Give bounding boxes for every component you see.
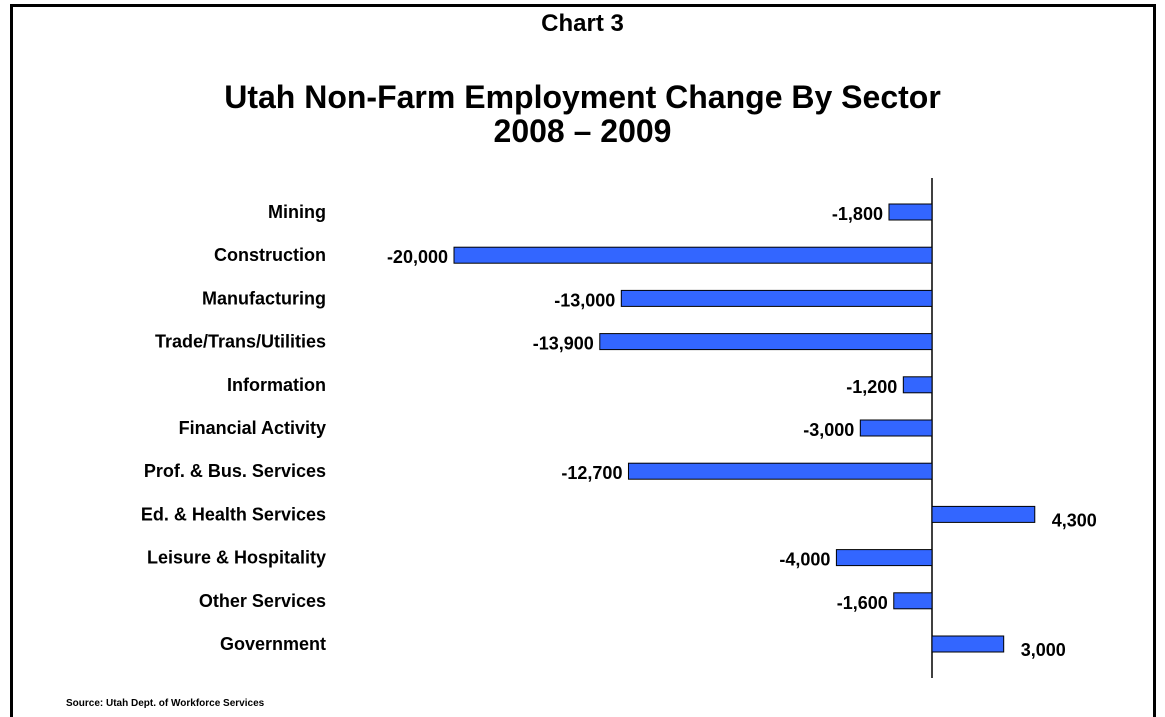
value-label: -13,900 [533, 334, 594, 354]
value-label: -1,200 [846, 377, 897, 397]
value-label: -1,800 [832, 204, 883, 224]
value-label: -3,000 [803, 420, 854, 440]
chart-title: Utah Non-Farm Employment Change By Secto… [0, 80, 1165, 148]
bar [931, 635, 1005, 653]
value-label: -12,700 [561, 463, 622, 483]
value-label: -1,600 [837, 593, 888, 613]
category-label: Government [220, 634, 326, 654]
bar [453, 246, 933, 264]
chart-number: Chart 3 [541, 10, 624, 37]
bar [599, 333, 933, 351]
category-label: Leisure & Hospitality [147, 548, 326, 568]
bar [902, 376, 933, 394]
chart-title-line-2: 2008 – 2009 [493, 113, 672, 149]
bar [888, 203, 933, 221]
bar [859, 419, 933, 437]
value-label: -13,000 [554, 290, 615, 310]
category-label: Construction [214, 245, 326, 265]
chart-title-line-1: Utah Non-Farm Employment Change By Secto… [224, 79, 941, 115]
category-label: Financial Activity [179, 418, 326, 438]
bar [627, 462, 933, 480]
chart-frame [10, 4, 1156, 717]
value-label: 4,300 [1052, 510, 1097, 530]
source-note: Source: Utah Dept. of Workforce Services [66, 698, 265, 709]
value-label: -4,000 [779, 550, 830, 570]
bar [835, 549, 933, 567]
category-label: Mining [268, 202, 326, 222]
category-label: Ed. & Health Services [141, 504, 326, 524]
bar [893, 592, 933, 610]
value-label: -20,000 [387, 247, 448, 267]
bar [931, 505, 1036, 523]
value-label: 3,000 [1021, 640, 1066, 660]
category-label: Prof. & Bus. Services [144, 461, 326, 481]
category-label: Trade/Trans/Utilities [155, 332, 326, 352]
bar [620, 289, 933, 307]
category-label: Other Services [199, 591, 326, 611]
category-label: Information [227, 375, 326, 395]
category-label: Manufacturing [202, 288, 326, 308]
